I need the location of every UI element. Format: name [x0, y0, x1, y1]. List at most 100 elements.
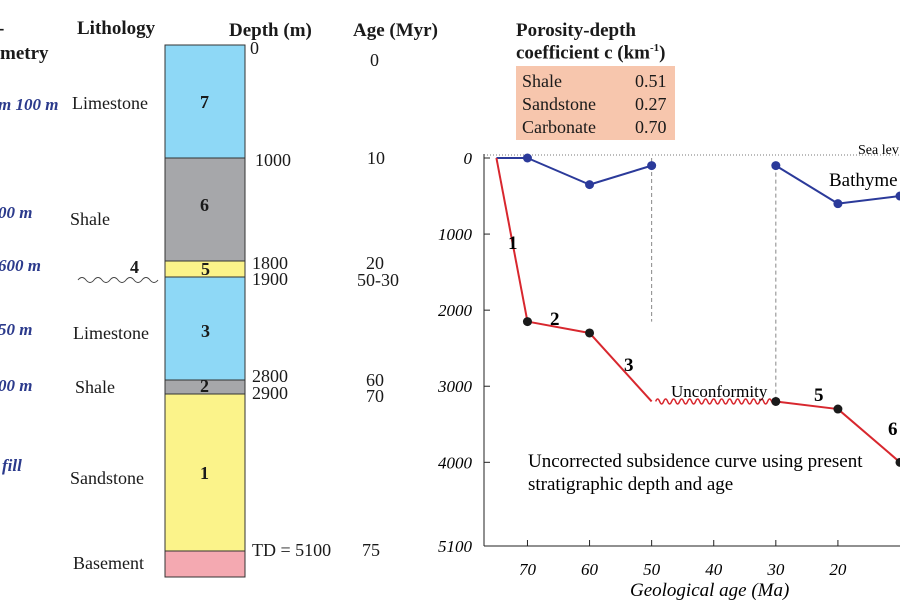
age-label: 60: [366, 370, 384, 390]
subsidence-point: [585, 328, 595, 338]
age-label: 75: [362, 540, 380, 560]
chart-labels: Sea lev Bathyme Unconformity Uncorrected…: [508, 143, 899, 600]
chart-series: [495, 153, 900, 467]
subsidence-segment: [495, 157, 529, 322]
y-tick-label: 0: [464, 149, 473, 168]
subsidence-segment: [775, 400, 839, 411]
x-tick-label: 20: [829, 560, 847, 579]
porosity-title: Porosity-depth: [516, 20, 636, 41]
age-label: 20: [366, 253, 384, 273]
layer-3-limestone: [164, 276, 246, 381]
depth-label: 1000: [255, 150, 291, 170]
bathymetry-label: fill: [2, 456, 22, 475]
segment-label: 2: [550, 309, 560, 330]
porosity-title-sup: -1: [650, 42, 660, 54]
y-tick-label: 1000: [438, 225, 473, 244]
age-label: 10: [367, 148, 385, 168]
bathymetry-curve-label: Bathyme: [829, 170, 898, 191]
lithology-label-limestone: Limestone: [73, 323, 149, 343]
depth-label: 1900: [252, 269, 288, 289]
layer-7-limestone: [164, 44, 246, 159]
depth-label: 2900: [252, 383, 288, 403]
age-header: Age (Myr): [353, 20, 438, 41]
chart-guides: [651, 158, 777, 405]
depth-label: 0: [250, 38, 259, 58]
porosity-row-name: Carbonate: [522, 117, 596, 137]
unit-number: 6: [200, 195, 209, 215]
porosity-row-value: 0.51: [635, 71, 667, 91]
unconformity-wavy-line: [77, 277, 159, 283]
subsidence-segment: [837, 408, 900, 464]
bathymetry-label: 600 m: [0, 256, 41, 275]
age-label: 50-30: [357, 270, 399, 290]
bathymetry-point: [522, 153, 532, 163]
porosity-row-name: Sandstone: [522, 94, 596, 114]
lithology-label-shale: Shale: [75, 377, 115, 397]
porosity-row-name: Shale: [522, 71, 562, 91]
lithology-header: Lithology: [77, 18, 156, 39]
age-label: 70: [366, 386, 384, 406]
bathymetry-point: [647, 161, 657, 171]
segment-label: 5: [814, 385, 824, 406]
lithology-label-shale: Shale: [70, 209, 110, 229]
bathymetry-label: 00 m: [0, 376, 33, 395]
annotation-line-1: Uncorrected subsidence curve using prese…: [528, 451, 863, 472]
sea-level-label: Sea lev: [858, 143, 899, 158]
layer-1-sandstone: [164, 393, 246, 552]
depth-label: 2800: [252, 366, 288, 386]
porosity-title-line2: coefficient c (km-1): [516, 42, 666, 64]
depth-label-td: TD = 5100: [252, 540, 332, 560]
x-tick-label: 60: [581, 560, 599, 579]
y-tick-label: 4000: [438, 453, 473, 472]
subsidence-segment: [588, 332, 653, 403]
subsidence-point: [771, 396, 781, 406]
unit-number: 2: [200, 376, 209, 396]
unit-number: 5: [201, 259, 210, 279]
bathymetry-label: 00 m: [0, 203, 33, 222]
unconformity-label: Unconformity: [671, 382, 768, 401]
lithology-label-limestone: Limestone: [72, 93, 148, 113]
subsidence-segment: [527, 320, 590, 334]
bathymetry-label: 50 m: [0, 320, 33, 339]
bathymetry-segment: [775, 164, 839, 205]
annotation-line-2: stratigraphic depth and age: [528, 474, 733, 495]
porosity-table: Shale 0.51 Sandstone 0.27 Carbonate 0.70: [516, 66, 675, 140]
layer-6-shale: [164, 157, 246, 262]
segment-label: 3: [624, 355, 634, 376]
y-tick-label: 5100: [438, 537, 473, 556]
age-label: 0: [370, 50, 379, 70]
subsidence-point: [895, 457, 900, 467]
unit-number: 1: [200, 463, 209, 483]
bathymetry-point: [585, 180, 595, 190]
x-axis-label: Geological age (Ma): [630, 580, 789, 600]
layer-basement: [164, 550, 246, 578]
x-tick-label: 70: [519, 560, 537, 579]
bathymetry-header: metry: [0, 43, 49, 64]
segment-label: 6: [888, 419, 898, 440]
x-tick-label: 40: [705, 560, 723, 579]
chart-axes: 0 1000 2000 3000 4000 5100 70 60 50 40 30 20: [437, 149, 900, 579]
bathymetry-header-dash: -: [0, 18, 4, 40]
lithology-label-sandstone: Sandstone: [70, 468, 144, 488]
subsidence-point: [522, 317, 532, 327]
unit-number: 3: [201, 321, 210, 341]
unconformity-wavy-line: [654, 398, 777, 405]
depth-label: 1800: [252, 253, 288, 273]
depth-header: Depth (m): [229, 20, 312, 41]
porosity-title-close: ): [659, 42, 666, 64]
x-tick-label: 50: [643, 560, 661, 579]
porosity-row-value: 0.27: [635, 94, 667, 114]
bathymetry-point: [771, 161, 781, 171]
bathymetry-label: m 100 m: [0, 95, 59, 114]
bathymetry-point: [895, 191, 900, 201]
unit-number: 7: [200, 92, 209, 112]
lithology-label-basement: Basement: [73, 553, 144, 573]
subsidence-point: [833, 404, 843, 414]
porosity-title-text: coefficient c (km: [516, 42, 650, 64]
bathymetry-segment: [589, 164, 652, 186]
x-tick-label: 30: [766, 560, 785, 579]
bathymetry-segment: [837, 195, 900, 205]
bathymetry-point: [833, 199, 843, 209]
porosity-row-value: 0.70: [635, 117, 667, 137]
